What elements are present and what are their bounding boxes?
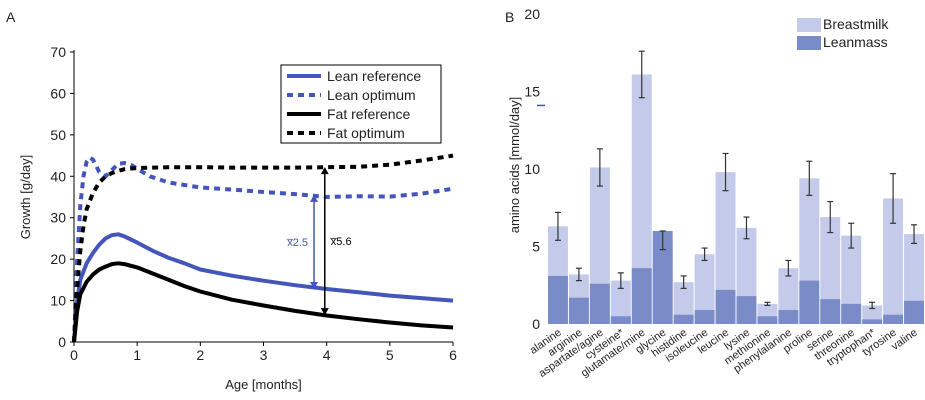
b-bar-leanmass bbox=[904, 300, 924, 324]
a-y-tick-label: 20 bbox=[50, 251, 66, 267]
b-bar-breastmilk bbox=[610, 280, 631, 324]
b-bar-leanmass bbox=[715, 289, 736, 324]
b-bar-leanmass bbox=[548, 275, 568, 324]
a-y-tick-label: 30 bbox=[50, 210, 66, 226]
a-axes bbox=[70, 50, 454, 346]
a-series-lines bbox=[72, 153, 454, 343]
panel-b-label: B bbox=[505, 9, 514, 25]
a-y-tick-label: 0 bbox=[58, 334, 66, 350]
a-x-tick-label: 1 bbox=[133, 347, 141, 363]
a-x-tick-label: 5 bbox=[386, 347, 394, 363]
b-legend-swatch bbox=[797, 18, 821, 32]
a-y-tick-label: 60 bbox=[50, 85, 66, 101]
b-legend-label: Leanmass bbox=[823, 34, 888, 50]
a-legend-label: Fat optimum bbox=[327, 125, 405, 141]
b-bar-breastmilk bbox=[631, 74, 652, 324]
b-bar-leanmass bbox=[589, 283, 610, 324]
a-annotation-arrow-head bbox=[310, 281, 319, 289]
b-bar-leanmass bbox=[652, 231, 673, 324]
panel-a-label: A bbox=[6, 9, 16, 25]
a-y-axis-label: Growth [g/day] bbox=[18, 155, 33, 240]
a-legend-label: Fat reference bbox=[327, 106, 410, 122]
b-legend: Breastmilk Leanmass bbox=[797, 16, 889, 50]
b-legend-label: Breastmilk bbox=[823, 16, 889, 32]
a-annotation-label: x̅5.6 bbox=[329, 236, 351, 248]
a-x-tick-label: 6 bbox=[449, 347, 457, 363]
b-bar-leanmass bbox=[610, 316, 631, 324]
a-y-tick-label: 50 bbox=[50, 127, 66, 143]
b-bar-breastmilk bbox=[883, 198, 904, 324]
b-bar-leanmass bbox=[799, 280, 820, 324]
a-annotation-arrow-head bbox=[320, 308, 329, 316]
b-bar-leanmass bbox=[631, 268, 652, 324]
a-y-tick-label: 40 bbox=[50, 168, 66, 184]
a-series-line-fat-optimum bbox=[72, 153, 454, 343]
b-bar-leanmass bbox=[673, 314, 694, 324]
a-x-axis-label: Age [months] bbox=[225, 377, 302, 392]
b-bar-breastmilk bbox=[820, 217, 841, 324]
b-bar-leanmass bbox=[736, 296, 757, 324]
b-bar-leanmass bbox=[778, 310, 799, 324]
a-series-line-lean-reference bbox=[72, 232, 454, 343]
b-bar-leanmass bbox=[841, 303, 862, 324]
b-bar-leanmass bbox=[694, 310, 715, 324]
b-bar-breastmilk bbox=[673, 282, 694, 324]
a-y-tick-label: 10 bbox=[50, 293, 66, 309]
b-bar-breastmilk bbox=[694, 254, 715, 324]
a-x-tick-label: 2 bbox=[196, 347, 204, 363]
a-x-tick-label: 0 bbox=[70, 347, 78, 363]
a-x-tick-label: 4 bbox=[323, 347, 331, 363]
b-y-tick-label: 0 bbox=[532, 316, 540, 332]
b-error-bars bbox=[554, 50, 918, 310]
a-x-tick-label: 3 bbox=[260, 347, 268, 363]
b-bar-leanmass bbox=[862, 319, 883, 324]
a-annotations: x̅2.5 x̅5.6 bbox=[286, 167, 352, 316]
panel-a-line-chart: x̅2.5 x̅5.6 0 10 20 30 40 50 60 70 0 1 2 3 4 5 6 Age [m… bbox=[18, 44, 457, 392]
b-legend-swatch bbox=[797, 36, 821, 50]
a-annotation-arrow-head bbox=[310, 194, 319, 202]
b-bars bbox=[548, 74, 924, 324]
a-series-line-lean-optimum bbox=[72, 155, 454, 343]
b-bar-leanmass bbox=[568, 297, 589, 324]
a-annotation-arrow-head bbox=[320, 167, 329, 175]
b-y-axis-label: amino acids [mmol/day] bbox=[507, 97, 522, 234]
b-bar-leanmass bbox=[883, 314, 904, 324]
b-y-tick-label: 5 bbox=[532, 239, 540, 255]
a-legend-label: Lean optimum bbox=[327, 87, 416, 103]
panel-b-bar-chart: 05101520alaninearginineaspartate/aginecy… bbox=[507, 6, 924, 380]
b-y-tick-label: 15 bbox=[524, 84, 540, 100]
a-legend-label: Lean reference bbox=[327, 68, 421, 84]
b-bar-breastmilk bbox=[715, 172, 736, 324]
b-bar-breastmilk bbox=[841, 235, 862, 324]
b-y-tick-label: 20 bbox=[524, 6, 540, 22]
b-y-tick-label: 10 bbox=[524, 161, 540, 177]
a-series-line-fat-reference bbox=[72, 261, 454, 343]
a-annotation-label: x̅2.5 bbox=[286, 237, 308, 249]
b-bar-leanmass bbox=[820, 299, 841, 324]
b-bar-leanmass bbox=[757, 316, 778, 324]
a-tick-labels: 0 10 20 30 40 50 60 70 0 1 2 3 4 5 6 bbox=[50, 44, 457, 363]
a-legend: Lean reference Lean optimum Fat reference F… bbox=[280, 64, 442, 144]
a-y-tick-label: 70 bbox=[50, 44, 66, 60]
